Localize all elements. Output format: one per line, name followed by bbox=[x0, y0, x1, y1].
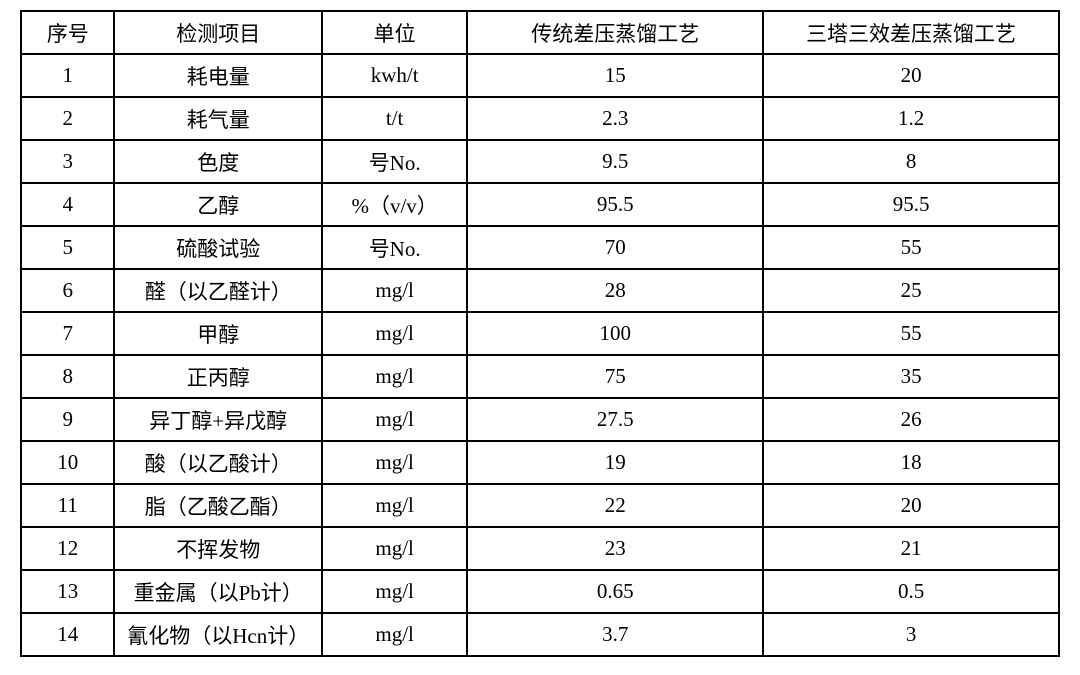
cell-traditional: 70 bbox=[467, 226, 763, 269]
cell-new: 95.5 bbox=[763, 183, 1059, 226]
table-row: 13重金属（以Pb计）mg/l0.650.5 bbox=[21, 570, 1059, 613]
table-row: 11脂（乙酸乙酯）mg/l2220 bbox=[21, 484, 1059, 527]
cell-item: 酸（以乙酸计） bbox=[114, 441, 322, 484]
cell-traditional: 23 bbox=[467, 527, 763, 570]
cell-new: 55 bbox=[763, 226, 1059, 269]
cell-item: 耗电量 bbox=[114, 54, 322, 97]
cell-seq: 8 bbox=[21, 355, 114, 398]
table-row: 12不挥发物mg/l2321 bbox=[21, 527, 1059, 570]
cell-item: 氰化物（以Hcn计） bbox=[114, 613, 322, 656]
cell-seq: 7 bbox=[21, 312, 114, 355]
cell-new: 18 bbox=[763, 441, 1059, 484]
cell-unit: t/t bbox=[322, 97, 467, 140]
cell-traditional: 95.5 bbox=[467, 183, 763, 226]
cell-unit: mg/l bbox=[322, 527, 467, 570]
cell-new: 20 bbox=[763, 484, 1059, 527]
cell-unit: 号No. bbox=[322, 226, 467, 269]
cell-item: 乙醇 bbox=[114, 183, 322, 226]
cell-traditional: 100 bbox=[467, 312, 763, 355]
cell-item: 不挥发物 bbox=[114, 527, 322, 570]
cell-unit: mg/l bbox=[322, 269, 467, 312]
header-seq: 序号 bbox=[21, 11, 114, 54]
cell-traditional: 0.65 bbox=[467, 570, 763, 613]
cell-item: 异丁醇+异戊醇 bbox=[114, 398, 322, 441]
cell-seq: 10 bbox=[21, 441, 114, 484]
header-unit: 单位 bbox=[322, 11, 467, 54]
header-new: 三塔三效差压蒸馏工艺 bbox=[763, 11, 1059, 54]
cell-new: 8 bbox=[763, 140, 1059, 183]
cell-seq: 6 bbox=[21, 269, 114, 312]
cell-traditional: 27.5 bbox=[467, 398, 763, 441]
table-row: 7甲醇mg/l10055 bbox=[21, 312, 1059, 355]
table-row: 4乙醇%（v/v）95.595.5 bbox=[21, 183, 1059, 226]
cell-traditional: 28 bbox=[467, 269, 763, 312]
table-row: 14氰化物（以Hcn计）mg/l3.73 bbox=[21, 613, 1059, 656]
cell-unit: kwh/t bbox=[322, 54, 467, 97]
cell-new: 55 bbox=[763, 312, 1059, 355]
cell-unit: mg/l bbox=[322, 484, 467, 527]
cell-traditional: 22 bbox=[467, 484, 763, 527]
cell-unit: mg/l bbox=[322, 312, 467, 355]
cell-traditional: 3.7 bbox=[467, 613, 763, 656]
cell-traditional: 9.5 bbox=[467, 140, 763, 183]
cell-seq: 12 bbox=[21, 527, 114, 570]
table-row: 6醛（以乙醛计）mg/l2825 bbox=[21, 269, 1059, 312]
cell-item: 脂（乙酸乙酯） bbox=[114, 484, 322, 527]
cell-unit: mg/l bbox=[322, 613, 467, 656]
cell-traditional: 19 bbox=[467, 441, 763, 484]
cell-new: 1.2 bbox=[763, 97, 1059, 140]
cell-new: 25 bbox=[763, 269, 1059, 312]
cell-new: 21 bbox=[763, 527, 1059, 570]
cell-seq: 9 bbox=[21, 398, 114, 441]
cell-item: 醛（以乙醛计） bbox=[114, 269, 322, 312]
comparison-table: 序号 检测项目 单位 传统差压蒸馏工艺 三塔三效差压蒸馏工艺 1耗电量kwh/t… bbox=[20, 10, 1060, 657]
cell-new: 0.5 bbox=[763, 570, 1059, 613]
table-row: 1耗电量kwh/t1520 bbox=[21, 54, 1059, 97]
table-row: 10酸（以乙酸计）mg/l1918 bbox=[21, 441, 1059, 484]
table-row: 5硫酸试验号No.7055 bbox=[21, 226, 1059, 269]
cell-unit: mg/l bbox=[322, 570, 467, 613]
cell-seq: 13 bbox=[21, 570, 114, 613]
cell-traditional: 15 bbox=[467, 54, 763, 97]
cell-traditional: 2.3 bbox=[467, 97, 763, 140]
cell-unit: mg/l bbox=[322, 355, 467, 398]
cell-unit: %（v/v） bbox=[322, 183, 467, 226]
cell-seq: 4 bbox=[21, 183, 114, 226]
cell-new: 35 bbox=[763, 355, 1059, 398]
cell-seq: 1 bbox=[21, 54, 114, 97]
cell-item: 甲醇 bbox=[114, 312, 322, 355]
table-row: 2耗气量t/t2.31.2 bbox=[21, 97, 1059, 140]
cell-seq: 2 bbox=[21, 97, 114, 140]
cell-unit: 号No. bbox=[322, 140, 467, 183]
cell-item: 重金属（以Pb计） bbox=[114, 570, 322, 613]
header-item: 检测项目 bbox=[114, 11, 322, 54]
cell-item: 硫酸试验 bbox=[114, 226, 322, 269]
cell-new: 26 bbox=[763, 398, 1059, 441]
table-row: 3色度号No.9.58 bbox=[21, 140, 1059, 183]
cell-seq: 14 bbox=[21, 613, 114, 656]
cell-new: 20 bbox=[763, 54, 1059, 97]
cell-item: 正丙醇 bbox=[114, 355, 322, 398]
cell-item: 耗气量 bbox=[114, 97, 322, 140]
table-header-row: 序号 检测项目 单位 传统差压蒸馏工艺 三塔三效差压蒸馏工艺 bbox=[21, 11, 1059, 54]
cell-seq: 5 bbox=[21, 226, 114, 269]
table-row: 9异丁醇+异戊醇mg/l27.526 bbox=[21, 398, 1059, 441]
cell-seq: 11 bbox=[21, 484, 114, 527]
header-traditional: 传统差压蒸馏工艺 bbox=[467, 11, 763, 54]
cell-unit: mg/l bbox=[322, 441, 467, 484]
cell-new: 3 bbox=[763, 613, 1059, 656]
cell-unit: mg/l bbox=[322, 398, 467, 441]
table-row: 8正丙醇mg/l7535 bbox=[21, 355, 1059, 398]
cell-seq: 3 bbox=[21, 140, 114, 183]
cell-traditional: 75 bbox=[467, 355, 763, 398]
cell-item: 色度 bbox=[114, 140, 322, 183]
table-body: 1耗电量kwh/t1520 2耗气量t/t2.31.2 3色度号No.9.58 … bbox=[21, 54, 1059, 656]
